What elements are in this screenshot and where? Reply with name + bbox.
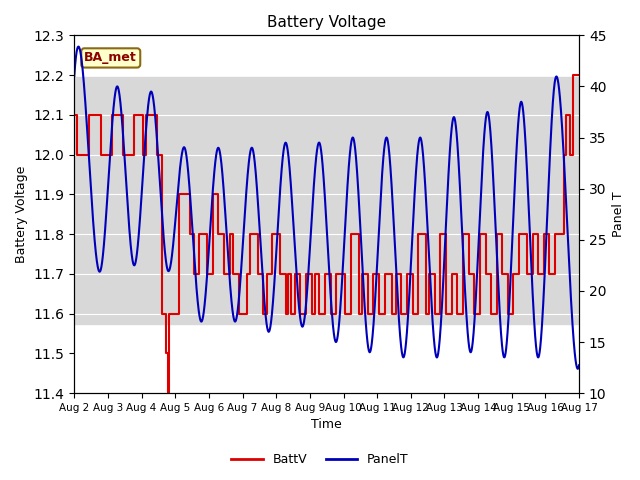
Title: Battery Voltage: Battery Voltage: [267, 15, 387, 30]
Bar: [74, 77, 579, 324]
X-axis label: Time: Time: [311, 419, 342, 432]
Text: BA_met: BA_met: [84, 51, 137, 64]
Y-axis label: Panel T: Panel T: [612, 192, 625, 237]
Y-axis label: Battery Voltage: Battery Voltage: [15, 166, 28, 263]
Legend: BattV, PanelT: BattV, PanelT: [227, 448, 413, 471]
